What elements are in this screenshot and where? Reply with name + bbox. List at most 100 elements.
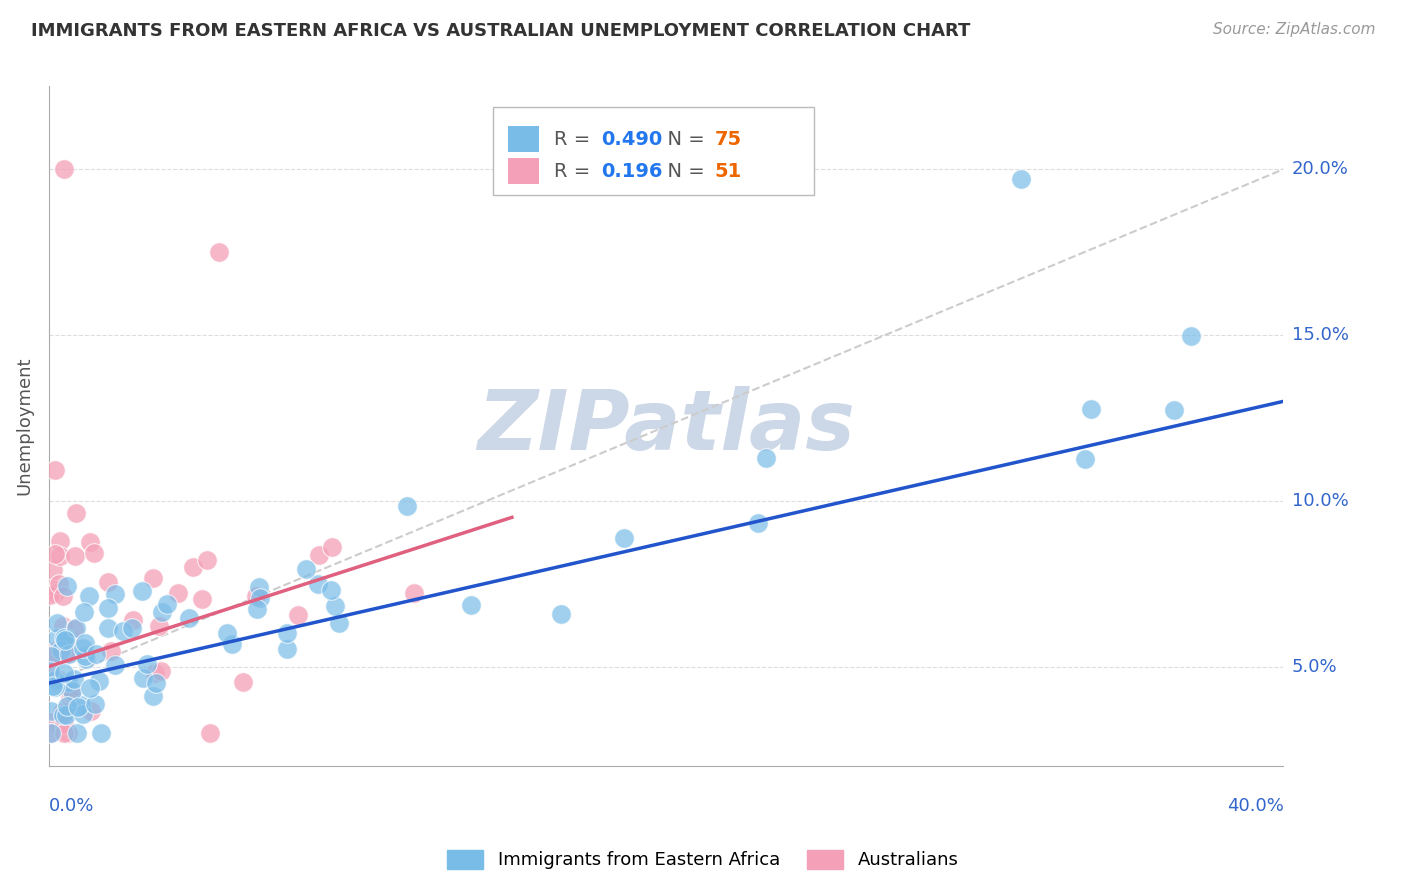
Text: 51: 51 (714, 161, 741, 181)
Point (249, 591, 271, 605)
Point (48, 577, 70, 591)
Point (51, 705, 73, 719)
Point (73, 648, 96, 663)
Point (156, 597, 179, 611)
Point (150, 605, 173, 619)
Point (73, 605, 96, 619)
Point (167, 585, 190, 599)
Point (323, 599, 346, 613)
Point (97, 621, 120, 635)
Point (103, 657, 125, 672)
Point (247, 580, 270, 594)
Point (232, 675, 254, 690)
Text: R =: R = (554, 130, 596, 149)
Point (86, 647, 108, 661)
Point (191, 592, 214, 607)
Text: 40.0%: 40.0% (1226, 797, 1284, 814)
Point (44, 586, 66, 600)
Point (132, 672, 155, 686)
Text: 5.0%: 5.0% (1292, 657, 1337, 675)
Y-axis label: Unemployment: Unemployment (15, 357, 32, 495)
Point (73, 636, 96, 650)
Point (77, 589, 100, 603)
Point (97, 574, 120, 589)
Point (295, 562, 318, 576)
Point (307, 576, 329, 591)
Point (104, 587, 127, 601)
Point (59, 690, 82, 705)
FancyBboxPatch shape (508, 127, 538, 153)
Point (75, 652, 97, 666)
Point (41, 679, 63, 693)
Point (60, 683, 83, 698)
Point (79, 534, 101, 549)
Point (747, 516, 769, 531)
Text: R =: R = (554, 161, 596, 181)
Point (84, 697, 107, 711)
Text: 20.0%: 20.0% (1292, 161, 1348, 178)
Point (321, 583, 343, 598)
Point (149, 664, 172, 678)
Point (460, 598, 482, 612)
Point (121, 621, 143, 635)
Point (328, 615, 350, 630)
Point (55, 708, 77, 723)
Point (41, 581, 63, 595)
Point (181, 560, 204, 574)
Point (56, 579, 79, 593)
Point (38, 664, 60, 678)
Point (44, 647, 66, 661)
Legend: Immigrants from Eastern Africa, Australians: Immigrants from Eastern Africa, Australi… (439, 841, 967, 879)
Point (87, 674, 110, 689)
Point (221, 637, 243, 651)
Point (395, 499, 418, 513)
Point (308, 549, 330, 563)
Point (402, 585, 425, 599)
Point (39, 714, 62, 729)
Point (38, 589, 60, 603)
Point (179, 611, 201, 625)
Point (52, 619, 75, 633)
Text: 10.0%: 10.0% (1292, 491, 1348, 509)
Point (1074, 452, 1097, 467)
Point (45, 631, 67, 645)
Point (246, 601, 269, 615)
FancyBboxPatch shape (508, 159, 538, 185)
Point (142, 690, 165, 704)
Point (52, 631, 75, 645)
Point (53, 633, 76, 648)
Point (39, 704, 62, 718)
Point (58, 647, 80, 661)
Text: ZIPatlas: ZIPatlas (477, 385, 855, 467)
Point (55, 647, 77, 661)
Point (136, 657, 159, 671)
Point (145, 676, 167, 690)
Text: IMMIGRANTS FROM EASTERN AFRICA VS AUSTRALIAN UNEMPLOYMENT CORRELATION CHART: IMMIGRANTS FROM EASTERN AFRICA VS AUSTRA… (31, 22, 970, 40)
Point (276, 625, 298, 640)
Point (755, 450, 778, 465)
Point (208, 245, 231, 260)
Point (148, 618, 170, 632)
Point (217, 625, 239, 640)
Point (142, 571, 165, 585)
Point (83, 546, 105, 560)
Point (143, 665, 166, 680)
Point (79, 681, 101, 695)
Point (100, 644, 122, 658)
Point (49, 642, 72, 657)
Point (131, 583, 153, 598)
Point (66, 726, 89, 740)
Point (111, 624, 134, 638)
Point (48, 673, 70, 687)
Point (58, 631, 80, 645)
Point (56, 675, 79, 690)
Point (59, 686, 82, 700)
Point (39, 648, 62, 663)
Point (550, 607, 572, 622)
Point (38, 726, 60, 740)
Point (44, 644, 66, 658)
Point (41, 670, 63, 684)
Text: 0.196: 0.196 (600, 161, 662, 181)
Text: N =: N = (655, 130, 711, 149)
Point (65, 549, 87, 564)
